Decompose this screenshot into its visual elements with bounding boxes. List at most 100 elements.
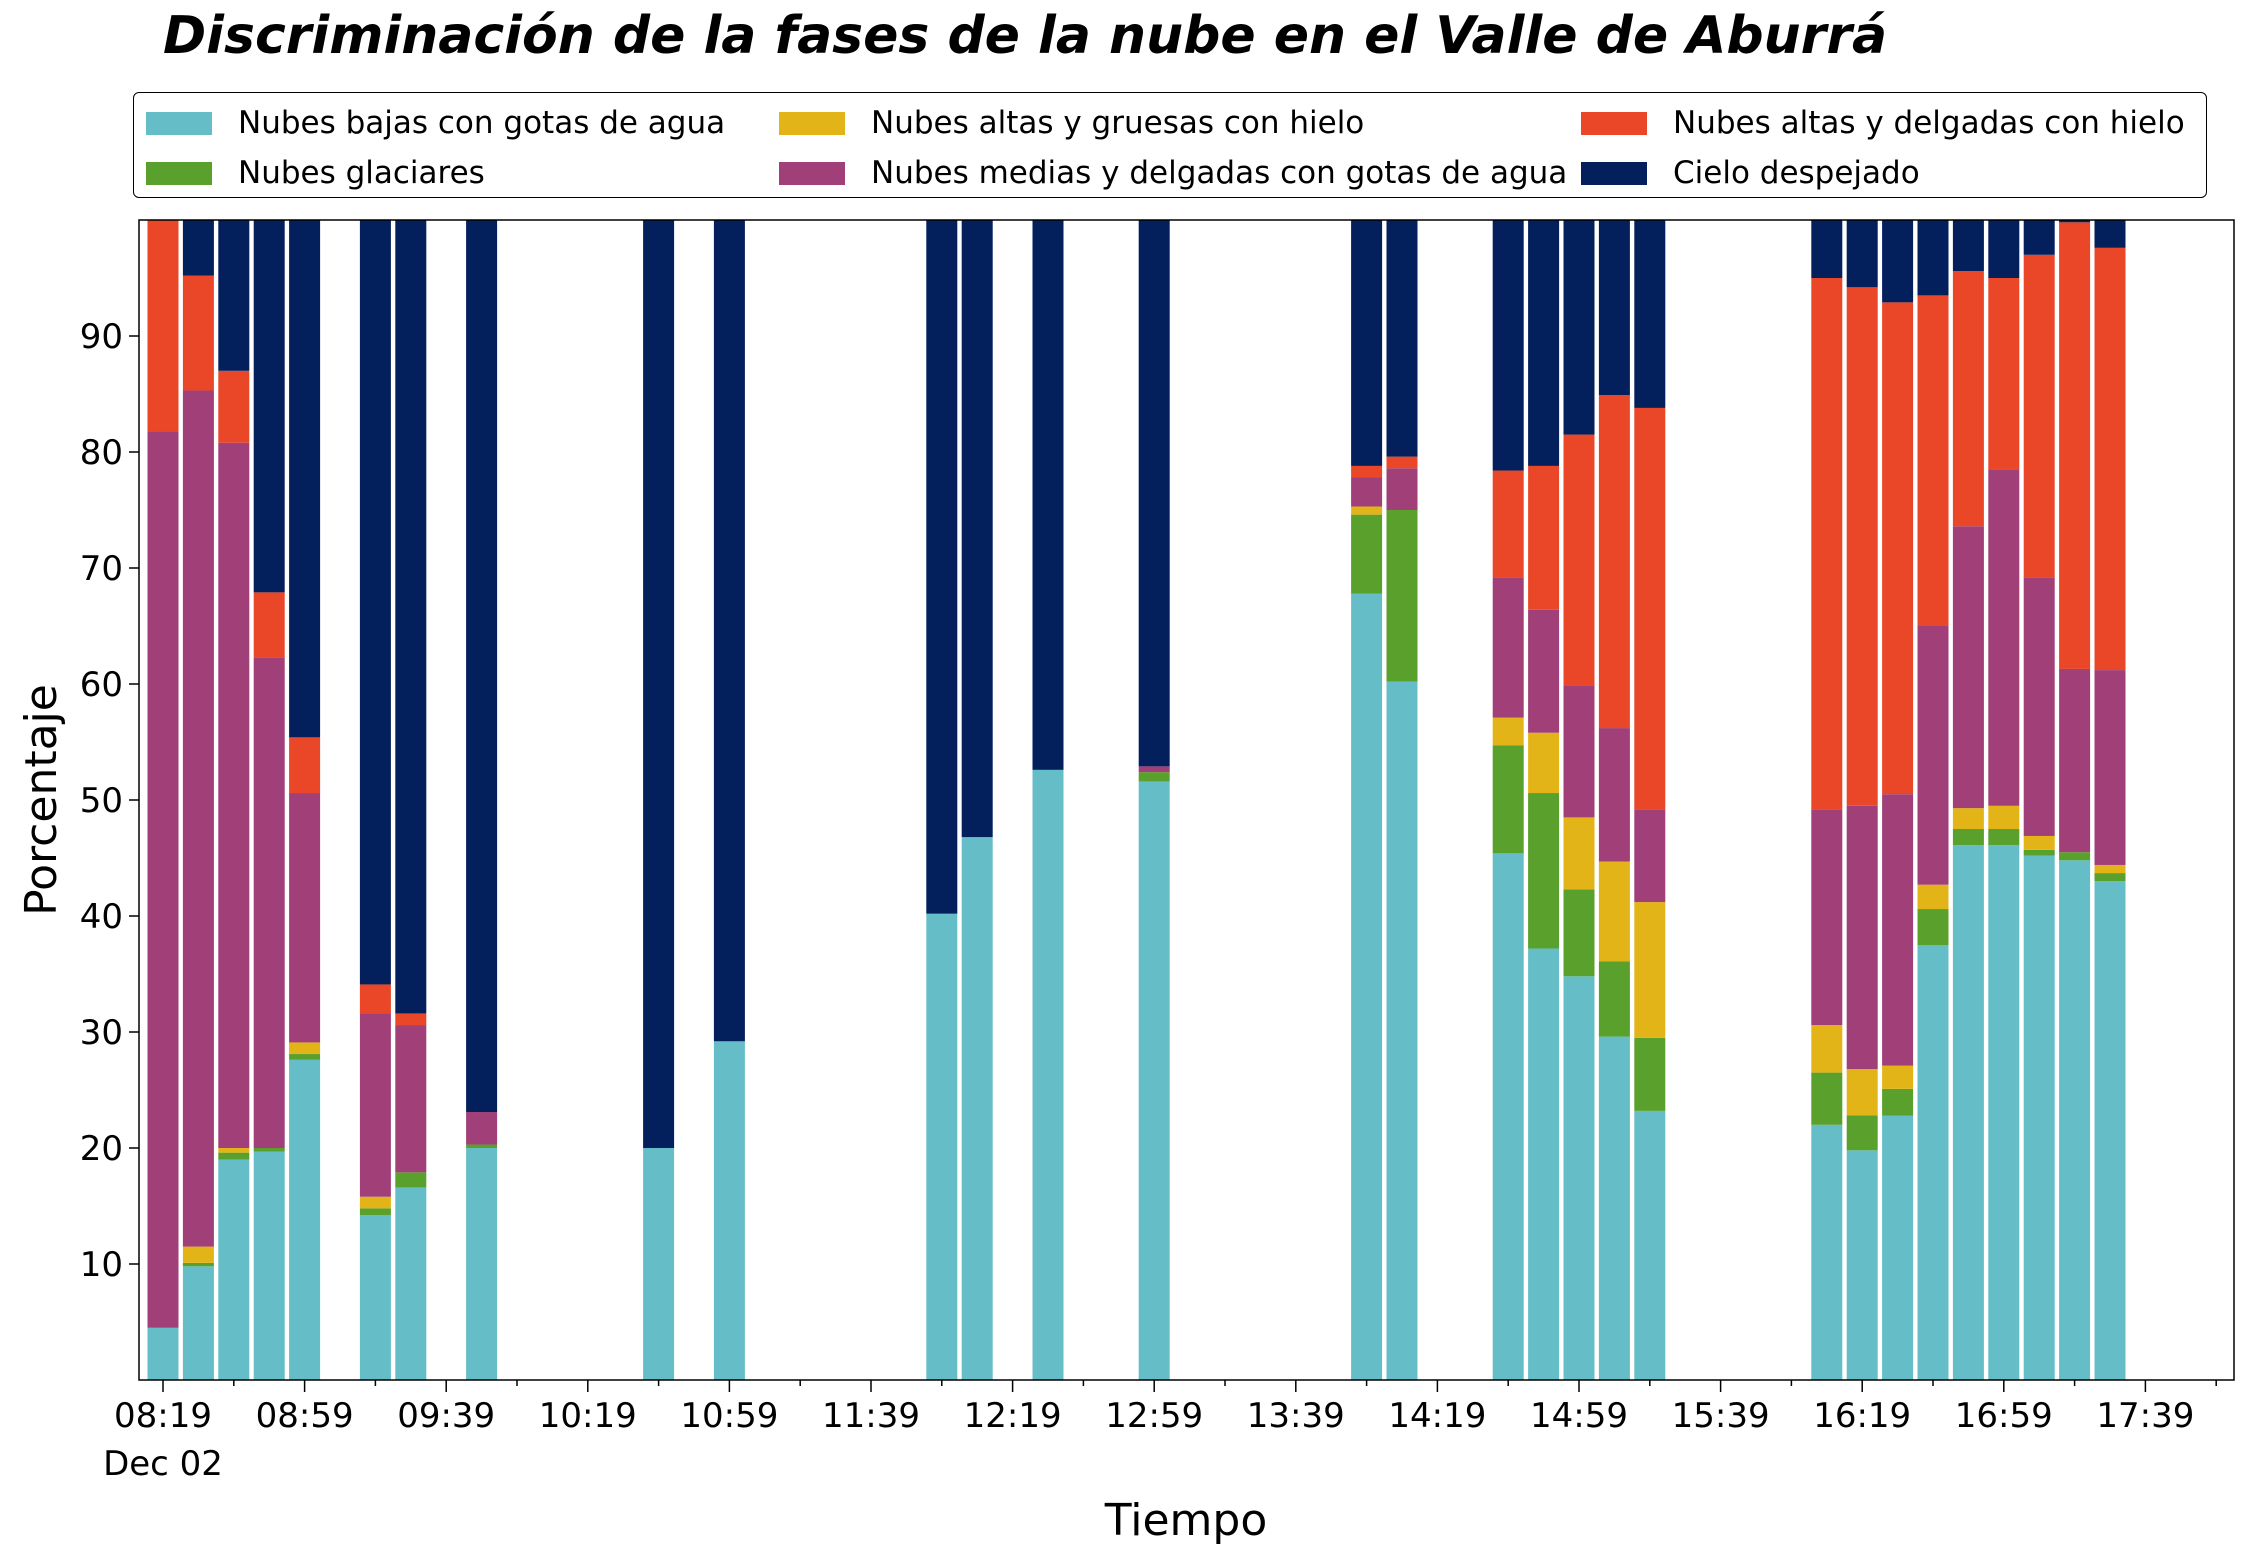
bar-segment xyxy=(1492,717,1524,746)
bar-segment xyxy=(359,1208,391,1216)
bar-segment xyxy=(1563,976,1595,1380)
bar-segment xyxy=(1882,1065,1914,1089)
bar-segment xyxy=(1598,728,1630,862)
bar-segment xyxy=(1952,845,1984,1380)
bar-segment xyxy=(1386,220,1418,457)
bar-segment xyxy=(2023,835,2055,850)
bar-segment xyxy=(359,1196,391,1209)
legend-label: Nubes altas y delgadas con hielo xyxy=(1673,105,2185,141)
bar-segment xyxy=(2094,220,2126,248)
bar-segment xyxy=(289,793,321,1043)
bar-segment xyxy=(2059,860,2091,1380)
x-tick-label: 08:19 xyxy=(114,1396,212,1436)
bar-segment xyxy=(2023,855,2055,1380)
bar-segment xyxy=(359,220,391,985)
bar-segment xyxy=(1988,220,2020,278)
y-tick-label: 30 xyxy=(80,1013,123,1053)
bar-segment xyxy=(1492,745,1524,854)
bar-segment xyxy=(2059,222,2091,669)
bar-segment xyxy=(1563,685,1595,818)
bar-segment xyxy=(1811,1124,1843,1380)
bar-segment xyxy=(1882,1088,1914,1116)
bar-segment xyxy=(1952,526,1984,809)
bar-segment xyxy=(1351,514,1383,594)
bar-segment xyxy=(1598,861,1630,962)
legend-swatch xyxy=(1581,111,1647,135)
bar-segment xyxy=(1598,395,1630,729)
bar-segment xyxy=(182,390,214,1247)
y-tick-label: 70 xyxy=(80,549,123,589)
bar-segment xyxy=(2023,577,2055,836)
bar-segment xyxy=(1351,593,1383,1380)
bar-segment xyxy=(1386,510,1418,682)
bar-segment xyxy=(218,1152,250,1160)
bar-segment xyxy=(253,592,285,658)
bar-segment xyxy=(1598,220,1630,396)
bar-segment xyxy=(2094,873,2126,882)
bar-segment xyxy=(289,737,321,794)
x-tick-label: 08:59 xyxy=(256,1396,354,1436)
bar-segment xyxy=(2023,254,2055,578)
bar-segment xyxy=(1917,909,1949,945)
bar-segment xyxy=(1032,220,1064,770)
x-tick-label: 14:19 xyxy=(1388,1396,1486,1436)
chart-title: Discriminación de la fases de la nube en… xyxy=(163,6,1888,66)
bar-segment xyxy=(359,1013,391,1197)
x-tick-label: 10:19 xyxy=(539,1396,637,1436)
legend-swatch xyxy=(779,111,845,135)
legend-item: Nubes medias y delgadas con gotas de agu… xyxy=(779,155,1567,191)
bar-segment xyxy=(1351,465,1383,478)
bar-segment xyxy=(2094,670,2126,865)
bar-segment xyxy=(182,275,214,391)
bar-segment xyxy=(182,220,214,276)
bar-segment xyxy=(1811,278,1843,810)
x-axis-label: Tiempo xyxy=(1104,1495,1268,1546)
bar-segment xyxy=(1138,220,1170,767)
y-tick-label: 90 xyxy=(80,317,123,357)
bar-segment xyxy=(1351,477,1383,507)
bar-segment xyxy=(1988,805,2020,829)
bar-segment xyxy=(1563,889,1595,977)
bar-segment xyxy=(1882,220,1914,303)
bar-segment xyxy=(147,431,179,1328)
legend-item: Nubes altas y gruesas con hielo xyxy=(779,105,1364,141)
bar-segment xyxy=(289,220,321,738)
bar-segment xyxy=(961,220,993,838)
bar-segment xyxy=(218,220,250,371)
bar-segment xyxy=(218,370,250,443)
bar-segment xyxy=(2094,247,2126,671)
bar-segment xyxy=(1917,295,1949,626)
legend-label: Nubes glaciares xyxy=(238,155,485,191)
bar-segment xyxy=(1351,506,1383,515)
bar-segment xyxy=(2059,220,2091,223)
x-tick-label: 14:59 xyxy=(1530,1396,1628,1436)
legend-label: Nubes medias y delgadas con gotas de agu… xyxy=(871,155,1568,191)
bar-segment xyxy=(253,1148,285,1152)
bar-segment xyxy=(253,657,285,1148)
bar-segment xyxy=(1563,817,1595,890)
bar-segment xyxy=(1952,829,1984,846)
bar-segment xyxy=(466,1144,498,1148)
y-tick-label: 10 xyxy=(80,1245,123,1285)
bar-segment xyxy=(182,1266,214,1380)
bar-segment xyxy=(1563,220,1595,435)
bar-segment xyxy=(395,1172,427,1188)
bar-segment xyxy=(395,1013,427,1026)
x-tick-label: 13:39 xyxy=(1247,1396,1345,1436)
bar-segment xyxy=(643,1148,675,1380)
legend-swatch xyxy=(779,161,845,185)
bar-segment xyxy=(1528,609,1560,733)
bar-segment xyxy=(1138,766,1170,773)
bar-segment xyxy=(1811,1025,1843,1073)
y-tick-label: 20 xyxy=(80,1129,123,1169)
bar-segment xyxy=(1917,945,1949,1380)
bar-segment xyxy=(1846,287,1878,806)
bar-segment xyxy=(1492,220,1524,471)
bar-segment xyxy=(218,442,250,1149)
bar-segment xyxy=(1811,809,1843,1026)
bar-segment xyxy=(1952,271,1984,527)
bar-segment xyxy=(1634,407,1666,810)
x-tick-label: 16:59 xyxy=(1955,1396,2053,1436)
y-tick-label: 60 xyxy=(80,665,123,705)
legend-label: Cielo despejado xyxy=(1673,155,1920,191)
